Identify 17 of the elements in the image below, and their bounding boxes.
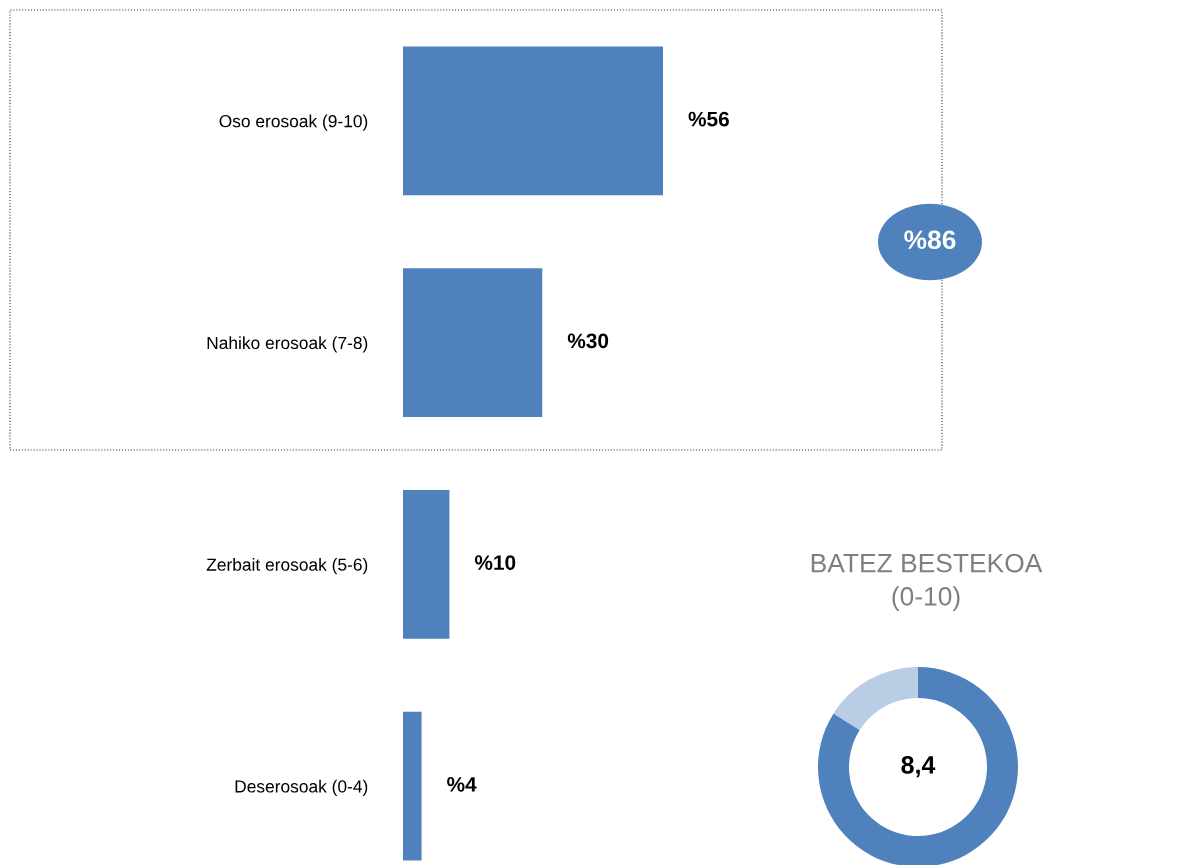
donut-slice [818,667,1018,865]
data-label: %10 [474,555,516,570]
text: %86 [904,230,956,250]
y-tick-label: Zerbait erosoak (5-6) [206,558,368,575]
y-tick-label: Oso erosoak (9-10) [219,114,368,131]
bar [403,268,543,417]
text: 8,4 [901,756,936,778]
bar [403,711,422,861]
data-label: %30 [567,333,609,349]
data-label: %56 [688,111,729,127]
bar [403,490,450,639]
chart-title: BATEZ BESTEKOA (0-10) [811,553,1043,611]
donut-slice [833,667,918,731]
y-tick-label: Nahiko erosoak (7-8) [207,336,368,353]
bar [403,46,663,196]
y-tick-label: Deserosoak (0-4) [235,779,368,797]
data-label: %4 [447,777,477,792]
